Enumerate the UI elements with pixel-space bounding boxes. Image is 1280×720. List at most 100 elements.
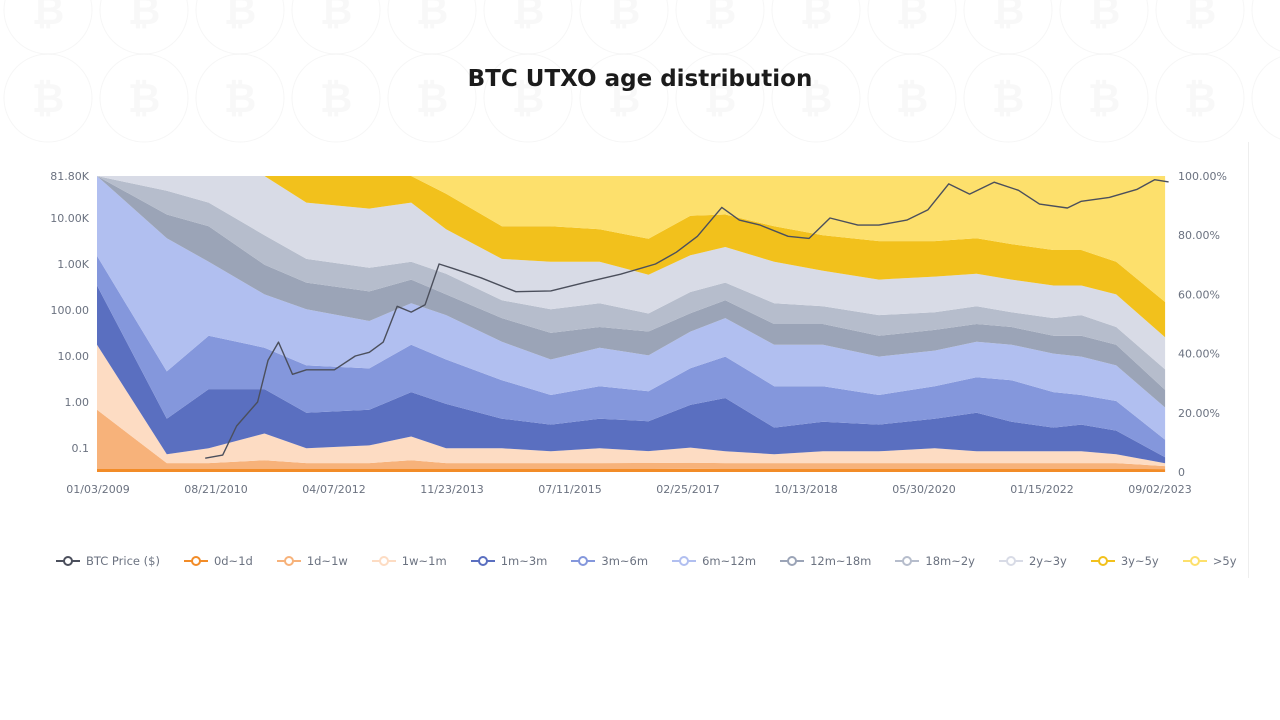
- y-left-tick: 1.00: [65, 396, 90, 409]
- legend-marker-icon: [371, 555, 396, 567]
- svg-text:₿: ₿: [512, 0, 545, 34]
- watermark-coin: ₿: [291, 0, 381, 55]
- area-0d~1d: [97, 468, 1166, 472]
- area-12m~18m: [97, 176, 1166, 408]
- y-right-tick: 20.00%: [1178, 407, 1220, 420]
- y-right-tick: 100.00%: [1178, 170, 1227, 183]
- legend-marker-icon: [1090, 555, 1115, 567]
- svg-text:₿: ₿: [608, 76, 641, 122]
- svg-text:₿: ₿: [128, 76, 161, 122]
- svg-text:₿: ₿: [704, 0, 737, 34]
- chart-legend: BTC Price ($) 0d~1d 1d~1w 1w~1m 1m~3m 3m~6m 6m…: [56, 552, 1237, 570]
- area-1d~1w: [97, 409, 1166, 470]
- x-tick: 04/07/2012: [302, 483, 365, 496]
- legend-item-1m~3m[interactable]: 1m~3m: [470, 554, 547, 568]
- svg-text:₿: ₿: [704, 76, 737, 122]
- watermark-coin: ₿: [1155, 53, 1245, 143]
- watermark-coin: ₿: [675, 0, 765, 55]
- watermark-coin: ₿: [867, 53, 957, 143]
- legend-item-1w~1m[interactable]: 1w~1m: [371, 554, 447, 568]
- legend-item-3y~5y[interactable]: 3y~5y: [1090, 554, 1159, 568]
- legend-marker-icon: [1182, 555, 1207, 567]
- svg-text:₿: ₿: [992, 0, 1025, 34]
- y-left-tick: 0.1: [72, 442, 90, 455]
- watermark-coin: ₿: [387, 53, 477, 143]
- legend-marker-icon: [56, 555, 80, 567]
- watermark-coin: ₿: [963, 53, 1053, 143]
- legend-item-btc-price[interactable]: BTC Price ($): [56, 554, 160, 568]
- legend-item-0d~1d[interactable]: 0d~1d: [183, 554, 253, 568]
- legend-item-1d~1w[interactable]: 1d~1w: [276, 554, 348, 568]
- area-3m~6m: [97, 255, 1166, 458]
- watermark-coin: ₿: [483, 0, 573, 55]
- legend-item-6m~12m[interactable]: 6m~12m: [672, 554, 756, 568]
- watermark-coin: ₿: [3, 0, 93, 55]
- area-2y~3y: [97, 176, 1166, 370]
- area-6m~12m: [97, 176, 1166, 440]
- legend-item-12m~18m[interactable]: 12m~18m: [780, 554, 871, 568]
- svg-text:₿: ₿: [320, 76, 353, 122]
- watermark-coin: ₿: [483, 53, 573, 143]
- watermark-coin: ₿: [99, 0, 189, 55]
- stacked-areas: [97, 176, 1166, 472]
- y-right-tick: 80.00%: [1178, 229, 1220, 242]
- y-right-tick: 60.00%: [1178, 288, 1220, 301]
- y-left-tick: 10.00: [58, 350, 90, 363]
- watermark-coin: ₿: [579, 53, 669, 143]
- area-3y~5y: [97, 176, 1166, 338]
- x-tick: 10/13/2018: [774, 483, 837, 496]
- legend-marker-icon: [672, 555, 697, 567]
- svg-text:₿: ₿: [1088, 76, 1121, 122]
- x-tick: 05/30/2020: [892, 483, 955, 496]
- legend-item-3m~6m[interactable]: 3m~6m: [571, 554, 648, 568]
- legend-label: 2y~3y: [1028, 554, 1067, 568]
- legend-marker-icon: [183, 555, 208, 567]
- watermark-coin: ₿: [771, 0, 861, 55]
- svg-text:₿: ₿: [992, 76, 1025, 122]
- utxo-age-chart[interactable]: 0.1 1.00 10.00 100.00 1.00K 10.00K 81.80K 0 20.0…: [0, 150, 1280, 530]
- svg-text:₿: ₿: [800, 0, 833, 34]
- legend-label: 6m~12m: [702, 554, 757, 568]
- legend-marker-icon: [276, 555, 301, 567]
- legend-label: 3m~6m: [601, 554, 649, 568]
- watermark-coin: ₿: [579, 0, 669, 55]
- svg-text:₿: ₿: [800, 76, 833, 122]
- legend-item-18m~2y[interactable]: 18m~2y: [895, 554, 975, 568]
- svg-text:₿: ₿: [1088, 0, 1121, 34]
- panel-divider: [1248, 142, 1249, 578]
- svg-text:₿: ₿: [1184, 76, 1217, 122]
- svg-text:₿: ₿: [32, 0, 65, 34]
- x-tick: 01/15/2022: [1010, 483, 1073, 496]
- y-left-tick: 1.00K: [57, 258, 89, 271]
- legend-marker-icon: [780, 555, 805, 567]
- legend-label: 12m~18m: [810, 554, 872, 568]
- legend-marker-icon: [895, 555, 920, 567]
- area->5y: [97, 176, 1166, 302]
- x-tick: 08/21/2010: [184, 483, 247, 496]
- svg-text:₿: ₿: [896, 0, 929, 34]
- legend-label: >5y: [1212, 554, 1237, 568]
- legend-marker-icon: [470, 555, 495, 567]
- btc-price-line: [205, 179, 1169, 459]
- legend-label: 1d~1w: [306, 554, 348, 568]
- legend-marker-icon: [571, 555, 596, 567]
- svg-text:₿: ₿: [416, 0, 449, 34]
- y-left-tick: 10.00K: [50, 212, 89, 225]
- area-1w~1m: [97, 344, 1166, 467]
- svg-text:₿: ₿: [128, 0, 161, 34]
- svg-text:₿: ₿: [896, 76, 929, 122]
- x-tick: 02/25/2017: [656, 483, 719, 496]
- y-right-tick: 40.00%: [1178, 348, 1220, 361]
- legend-label: 1w~1m: [401, 554, 447, 568]
- watermark-coin: ₿: [1059, 53, 1149, 143]
- legend-item-2y~3y[interactable]: 2y~3y: [998, 554, 1067, 568]
- svg-text:₿: ₿: [416, 76, 449, 122]
- legend-label: 3y~5y: [1120, 554, 1159, 568]
- legend-item->5y[interactable]: >5y: [1182, 554, 1237, 568]
- y-left-tick: 100.00: [51, 304, 90, 317]
- legend-label: 0d~1d: [213, 554, 253, 568]
- bitcoin-watermark-pattern: ₿₿₿₿₿₿₿₿₿₿₿₿₿₿₿₿₿₿₿₿₿₿₿₿₿₿₿₿: [3, 0, 1280, 143]
- svg-text:₿: ₿: [1184, 0, 1217, 34]
- watermark-coin: ₿: [1059, 0, 1149, 55]
- watermark-coin: ₿: [99, 53, 189, 143]
